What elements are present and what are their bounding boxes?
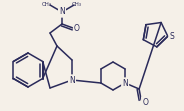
Text: O: O (142, 97, 148, 106)
Text: CH₃: CH₃ (42, 2, 52, 7)
Text: S: S (169, 32, 174, 41)
Text: CH₃: CH₃ (72, 2, 82, 7)
Text: N: N (122, 78, 128, 87)
Text: N: N (69, 75, 75, 84)
Text: O: O (74, 24, 80, 33)
Text: N: N (59, 8, 65, 17)
